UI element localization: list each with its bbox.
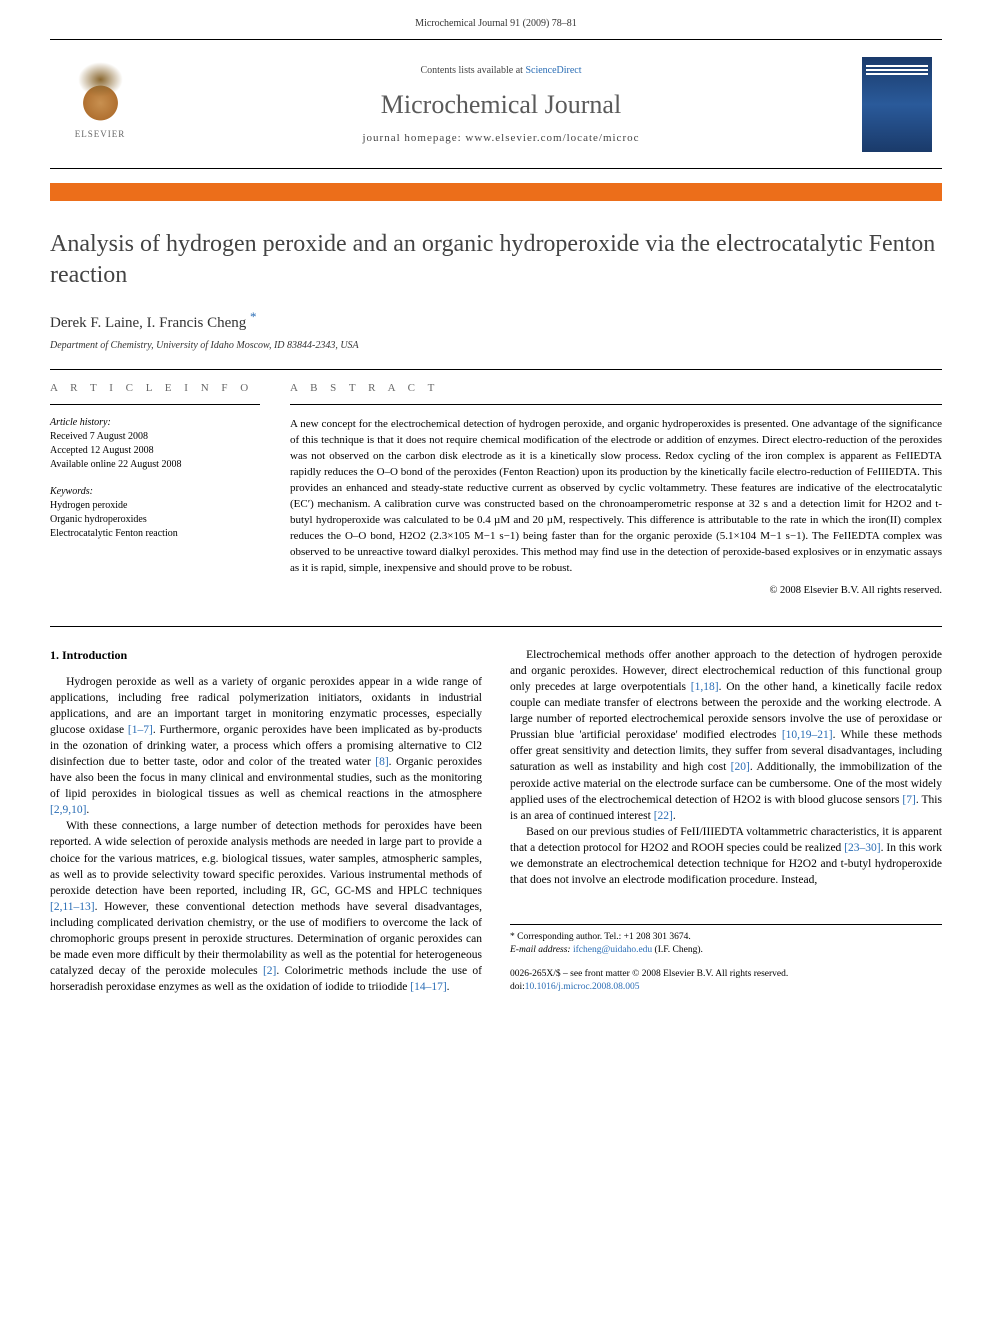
authors-line: Derek F. Laine, I. Francis Cheng * — [50, 309, 942, 332]
body-text: . — [673, 810, 676, 822]
article-title: Analysis of hydrogen peroxide and an org… — [50, 229, 942, 291]
abstract-heading: A B S T R A C T — [290, 370, 942, 405]
running-header: Microchemical Journal 91 (2009) 78–81 — [0, 0, 992, 39]
body-text: . — [447, 981, 450, 993]
history-line: Received 7 August 2008 — [50, 430, 260, 444]
journal-header-box: ELSEVIER Contents lists available at Sci… — [50, 39, 942, 169]
body-text: With these connections, a large number o… — [50, 820, 482, 896]
citation-link[interactable]: [14–17] — [410, 981, 446, 993]
keyword-line: Organic hydroperoxides — [50, 513, 260, 527]
corresponding-star-icon: * — [250, 309, 257, 324]
email-label: E-mail address: — [510, 945, 573, 955]
email-footnote: E-mail address: ifcheng@uidaho.edu (I.F.… — [510, 944, 942, 957]
affiliation: Department of Chemistry, University of I… — [50, 340, 942, 351]
journal-center: Contents lists available at ScienceDirec… — [140, 65, 862, 144]
article-history-block: Article history: Received 7 August 2008 … — [50, 417, 260, 472]
body-paragraph: Based on our previous studies of FeII/II… — [510, 824, 942, 888]
citation-link[interactable]: [2,9,10] — [50, 804, 86, 816]
elsevier-tree-icon — [73, 70, 128, 125]
citation-link[interactable]: [20] — [731, 761, 750, 773]
homepage-prefix: journal homepage: — [363, 132, 466, 144]
body-paragraph: Electrochemical methods offer another ap… — [510, 647, 942, 824]
citation-link[interactable]: [7] — [902, 794, 915, 806]
body-two-column: 1. Introduction Hydrogen peroxide as wel… — [50, 626, 942, 996]
citation-link[interactable]: [2,11–13] — [50, 901, 95, 913]
footer-meta: 0026-265X/$ – see front matter © 2008 El… — [510, 968, 942, 995]
elsevier-label: ELSEVIER — [75, 129, 126, 139]
article-info-heading: A R T I C L E I N F O — [50, 370, 260, 405]
corresponding-footnote: * Corresponding author. Tel.: +1 208 301… — [510, 931, 942, 944]
history-title: Article history: — [50, 417, 260, 428]
body-paragraph: Hydrogen peroxide as well as a variety o… — [50, 674, 482, 819]
keyword-line: Hydrogen peroxide — [50, 499, 260, 513]
front-matter-line: 0026-265X/$ – see front matter © 2008 El… — [510, 968, 942, 981]
authors-names: Derek F. Laine, I. Francis Cheng — [50, 315, 246, 331]
doi-line: doi:10.1016/j.microc.2008.08.005 — [510, 981, 942, 994]
citation-link[interactable]: [1–7] — [128, 724, 153, 736]
footnote-block: * Corresponding author. Tel.: +1 208 301… — [510, 924, 942, 994]
citation-link[interactable]: [10,19–21] — [782, 729, 833, 741]
email-suffix: (I.F. Cheng). — [652, 945, 703, 955]
doi-prefix: doi: — [510, 982, 525, 992]
citation-link[interactable]: [1,18] — [691, 681, 719, 693]
keywords-block: Keywords: Hydrogen peroxide Organic hydr… — [50, 486, 260, 541]
body-paragraph: With these connections, a large number o… — [50, 818, 482, 995]
history-line: Accepted 12 August 2008 — [50, 444, 260, 458]
info-abstract-row: A R T I C L E I N F O Article history: R… — [50, 369, 942, 595]
body-text: . — [86, 804, 89, 816]
contents-prefix: Contents lists available at — [420, 65, 525, 76]
keywords-title: Keywords: — [50, 486, 260, 497]
abstract-text: A new concept for the electrochemical de… — [290, 417, 942, 576]
doi-link[interactable]: 10.1016/j.microc.2008.08.005 — [525, 982, 640, 992]
abstract-column: A B S T R A C T A new concept for the el… — [290, 370, 942, 595]
homepage-url: www.elsevier.com/locate/microc — [465, 132, 639, 144]
keyword-line: Electrocatalytic Fenton reaction — [50, 527, 260, 541]
elsevier-logo: ELSEVIER — [60, 59, 140, 149]
history-line: Available online 22 August 2008 — [50, 458, 260, 472]
article-section: Analysis of hydrogen peroxide and an org… — [0, 183, 992, 995]
citation-link[interactable]: [2] — [263, 965, 276, 977]
sciencedirect-link[interactable]: ScienceDirect — [525, 65, 581, 76]
accent-bar — [50, 183, 942, 201]
email-link[interactable]: ifcheng@uidaho.edu — [573, 945, 652, 955]
citation-link[interactable]: [23–30] — [844, 842, 880, 854]
contents-line: Contents lists available at ScienceDirec… — [140, 65, 862, 76]
abstract-copyright: © 2008 Elsevier B.V. All rights reserved… — [290, 585, 942, 596]
intro-heading: 1. Introduction — [50, 647, 482, 664]
journal-cover-thumbnail — [862, 57, 932, 152]
citation-link[interactable]: [22] — [654, 810, 673, 822]
article-info-column: A R T I C L E I N F O Article history: R… — [50, 370, 260, 595]
journal-homepage: journal homepage: www.elsevier.com/locat… — [140, 132, 862, 144]
journal-title: Microchemical Journal — [140, 90, 862, 120]
citation-link[interactable]: [8] — [375, 756, 388, 768]
